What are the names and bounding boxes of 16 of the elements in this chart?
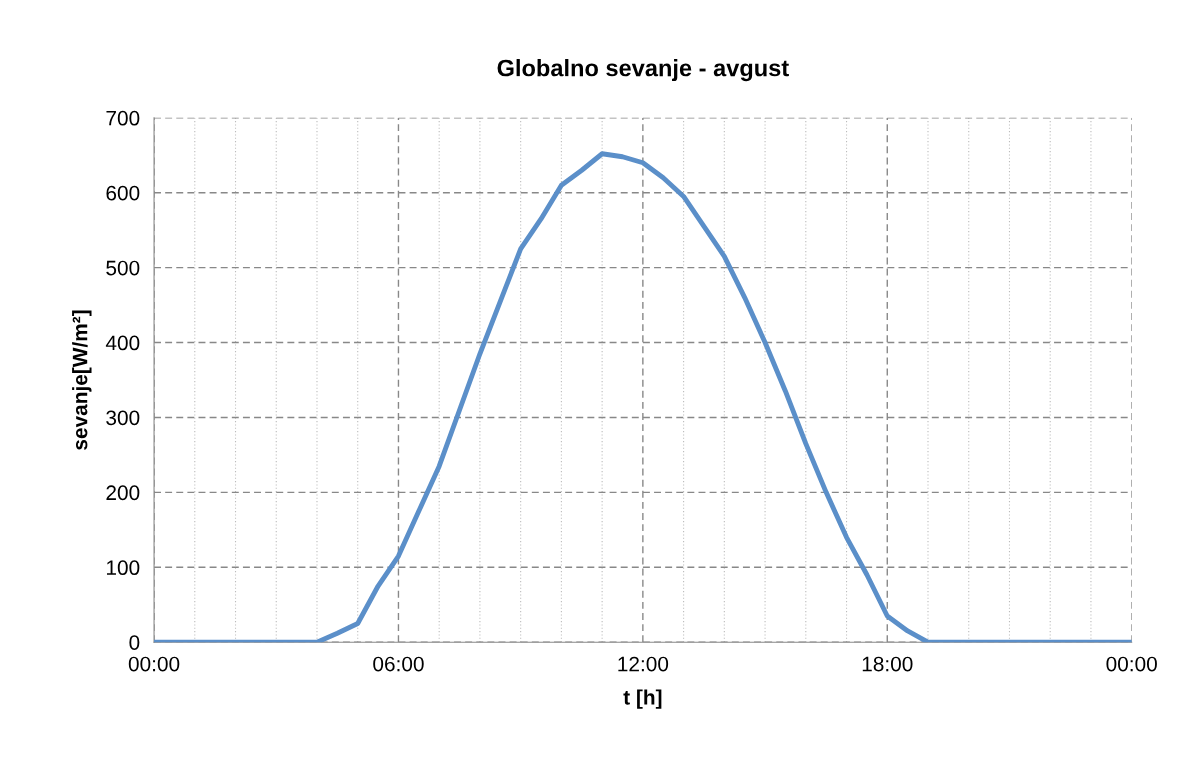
y-tick-label: 600 — [106, 185, 140, 201]
y-tick-label: 400 — [105, 335, 140, 351]
y-axis-title: sevanje[W/m²] — [72, 310, 92, 450]
x-tick-label: 18:00 — [862, 656, 913, 672]
x-axis-title: t [h] — [623, 689, 662, 709]
y-tick-label: 500 — [106, 260, 140, 276]
y-tick-label: 100 — [106, 560, 140, 576]
y-tick-label: 300 — [106, 410, 140, 426]
x-tick-label: 00:00 — [128, 656, 180, 672]
x-tick-label: 00:00 — [1106, 656, 1157, 672]
y-tick-label: 200 — [106, 485, 140, 501]
chart-title: Globalno sevanje - avgust — [497, 59, 789, 82]
y-tick-label: 700 — [106, 110, 140, 126]
x-tick-label: 12:00 — [618, 656, 669, 672]
x-tick-label: 06:00 — [373, 656, 424, 672]
y-tick-label: 0 — [129, 635, 140, 650]
